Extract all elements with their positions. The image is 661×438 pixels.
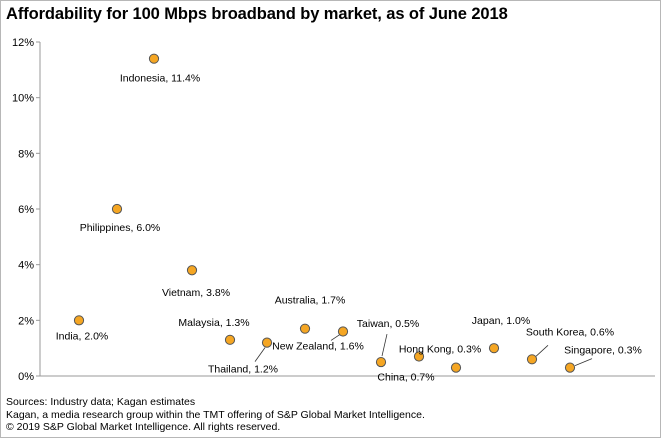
data-label: Indonesia, 11.4%: [120, 73, 200, 85]
leader-line: [574, 358, 593, 367]
y-tick-label: 8%: [18, 148, 34, 160]
data-label: Thailand, 1.2%: [208, 364, 278, 376]
axes: 0% 2% 4% 6% 8% 10% 12%: [12, 37, 655, 383]
y-tick-label: 12%: [12, 37, 34, 49]
data-point: [413, 351, 425, 362]
data-label: China, 0.7%: [377, 372, 434, 384]
data-point: [224, 334, 236, 345]
data-label: New Zealand, 1.6%: [272, 340, 364, 352]
data-point: [375, 356, 387, 368]
leader-line: [381, 333, 388, 357]
data-label: Vietnam, 3.8%: [162, 287, 230, 299]
data-point: [261, 337, 273, 348]
footer-sources: Sources: Industry data; Kagan estimates: [6, 396, 196, 408]
data-point: [564, 362, 576, 373]
data-point: [488, 343, 500, 354]
data-point: [111, 203, 123, 215]
chart-title: Affordability for 100 Mbps broadband by …: [6, 5, 508, 23]
leader-lines: [254, 333, 593, 367]
y-tick-label: 10%: [12, 93, 34, 105]
leader-line: [254, 347, 266, 362]
footer: Sources: Industry data; Kagan estimates …: [6, 396, 425, 434]
data-label: Australia, 1.7%: [275, 295, 346, 307]
leader-line: [535, 345, 549, 357]
data-label: South Korea, 0.6%: [526, 326, 614, 338]
y-tick-label: 0%: [18, 371, 34, 383]
y-tick-label: 4%: [18, 260, 34, 272]
leader-line: [330, 334, 341, 341]
footer-copyright: © 2019 S&P Global Market Intelligence. A…: [6, 421, 281, 433]
data-points: [73, 53, 576, 373]
data-point: [186, 265, 198, 276]
data-point: [73, 315, 85, 326]
data-label: Hong Kong, 0.3%: [399, 344, 481, 356]
data-label: Taiwan, 0.5%: [357, 318, 419, 330]
data-label: Japan, 1.0%: [472, 315, 530, 327]
data-point: [337, 326, 349, 337]
data-point: [450, 362, 462, 373]
data-point: [526, 354, 538, 365]
footer-kagan: Kagan, a media research group within the…: [6, 408, 425, 421]
data-labels: India, 2.0% Philippines, 6.0% Indonesia, 1…: [56, 73, 642, 384]
y-tick-label: 6%: [18, 204, 34, 216]
y-tick-label: 2%: [18, 315, 34, 327]
data-label: Malaysia, 1.3%: [178, 317, 249, 329]
data-point: [299, 323, 311, 334]
data-label: India, 2.0%: [56, 330, 109, 342]
data-label: Philippines, 6.0%: [80, 222, 161, 234]
data-point: [148, 53, 160, 64]
data-label: Singapore, 0.3%: [564, 345, 642, 357]
